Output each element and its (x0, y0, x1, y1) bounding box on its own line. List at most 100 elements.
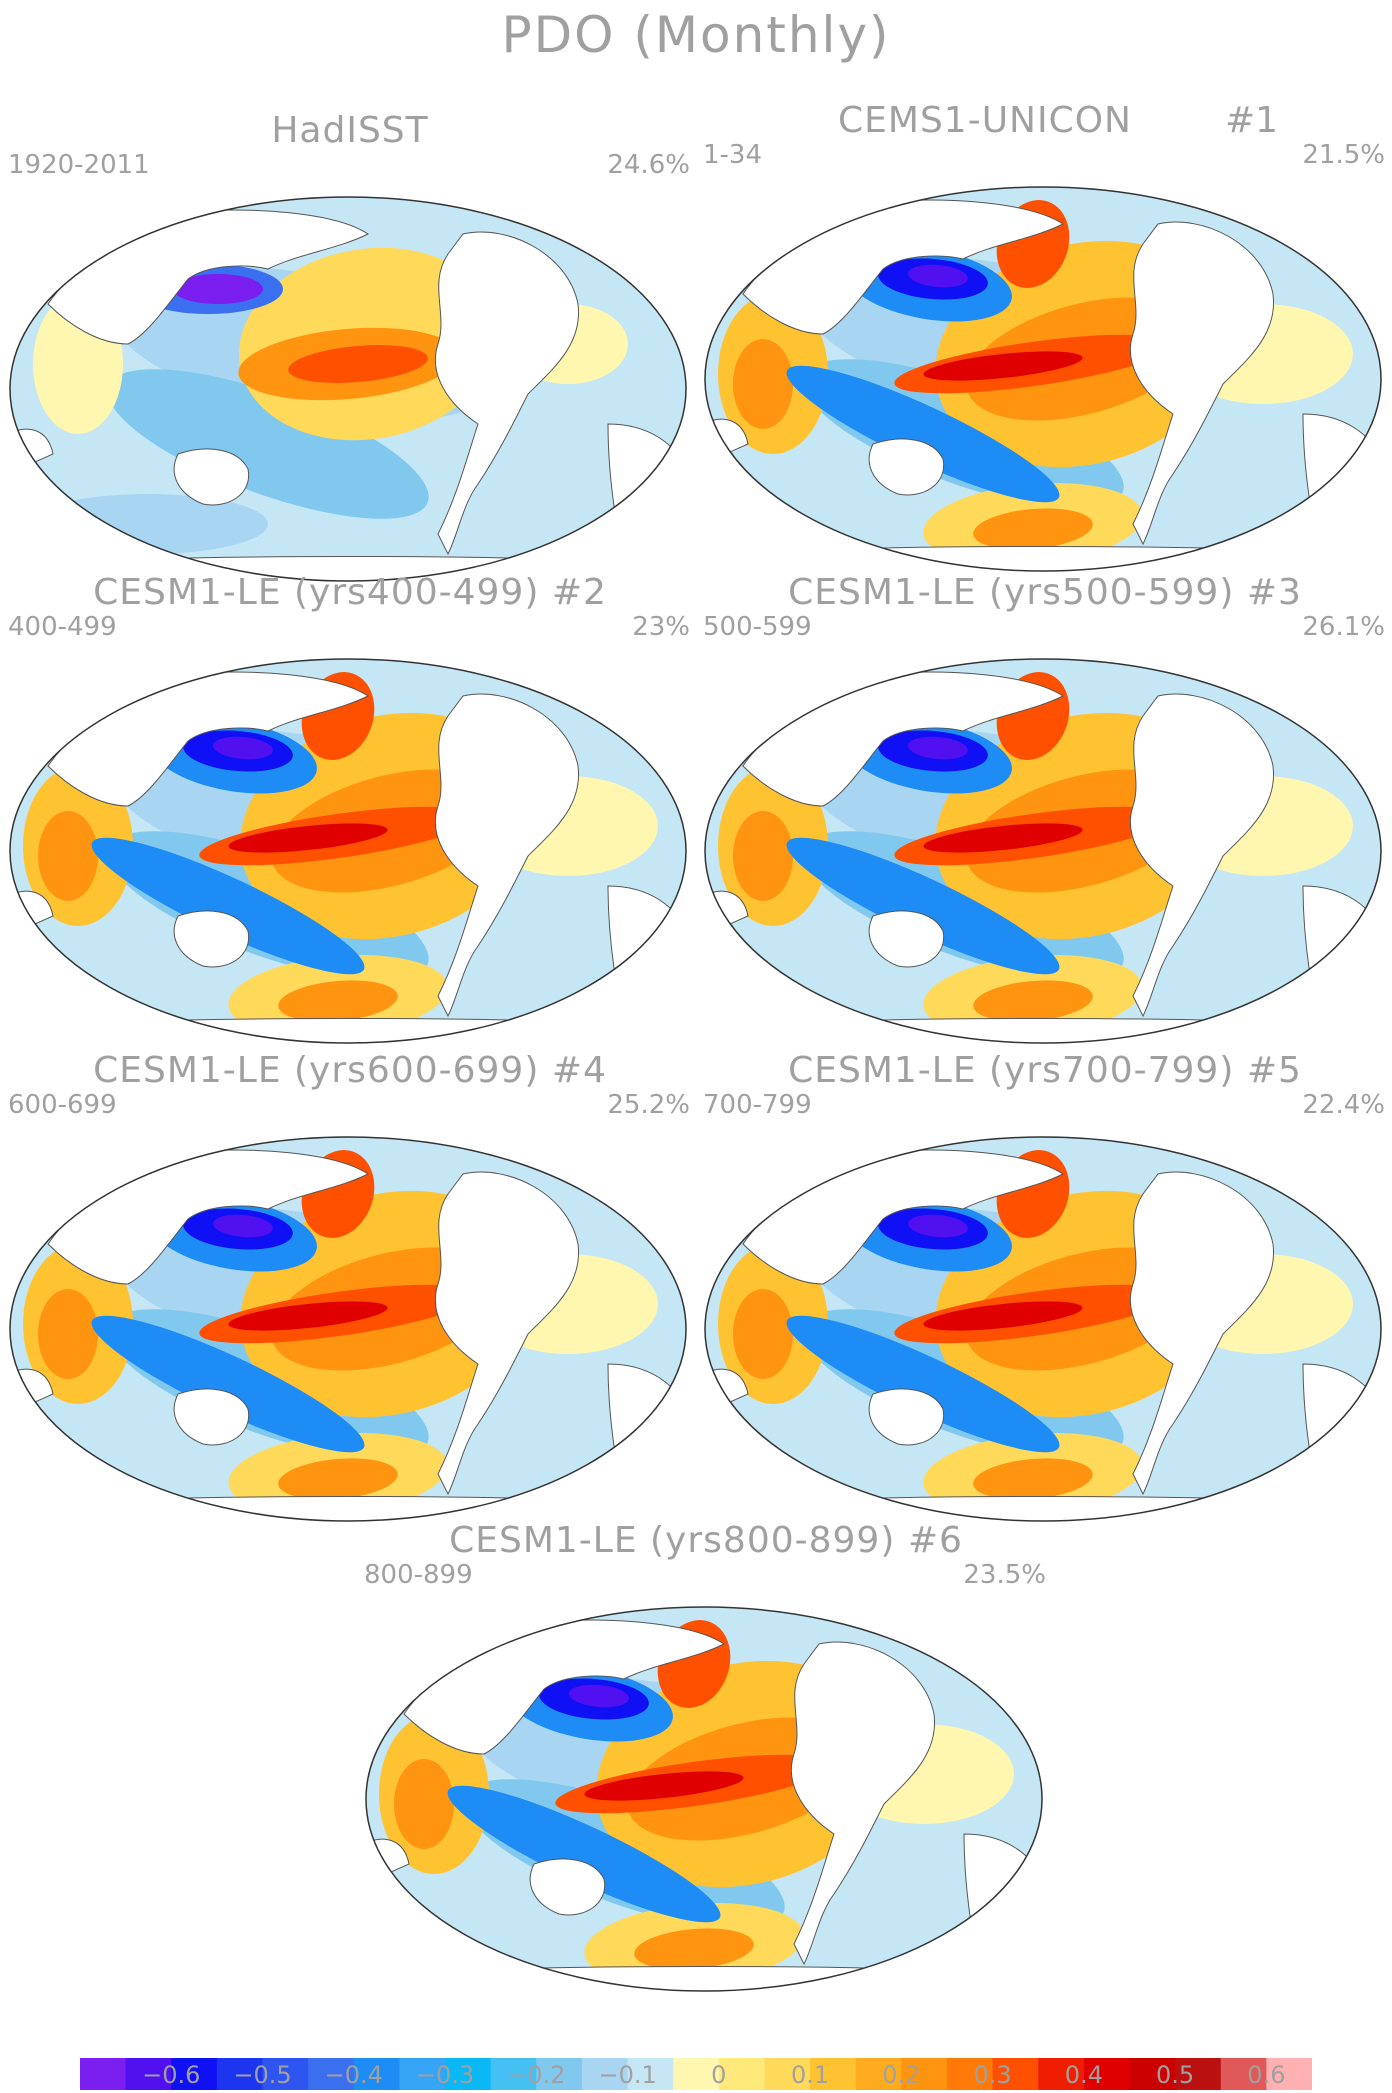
australia-landmass (868, 910, 945, 968)
colorbar-tick-label: 0.1 (791, 2061, 830, 2089)
colorbar-swatch (946, 2058, 994, 2090)
colorbar-swatch (1038, 2058, 1085, 2090)
explained-variance: 23% (632, 612, 690, 642)
australia-landmass (173, 1388, 250, 1446)
globe-outline (704, 658, 1382, 1044)
colorbar-swatch (855, 2058, 902, 2090)
colorbar-swatch (445, 2058, 492, 2090)
antarctica-landmass (705, 546, 1381, 571)
panel-title: CESM1-LE (yrs800-899) #6 (449, 1520, 963, 1561)
south-pacific-cold-band (91, 837, 365, 975)
south-pacific-cold-band (91, 1315, 365, 1453)
africa-landmass (1302, 1363, 1381, 1521)
globe-map (9, 1136, 687, 1522)
antarctica-landmass (366, 1966, 1042, 1991)
australia-landmass (868, 1388, 945, 1446)
globe-map (9, 196, 687, 582)
americas-landmass (1129, 693, 1275, 1018)
explained-variance: 23.5% (963, 1560, 1046, 1590)
americas-landmass (434, 693, 580, 1018)
australia-landmass (529, 1858, 606, 1916)
antarctica-landmass (705, 1018, 1381, 1043)
colorbar-swatch (718, 2058, 765, 2090)
colorbar-tick-label: −0.2 (507, 2061, 566, 2089)
globe-map (9, 658, 687, 1044)
americas-landmass (434, 1171, 580, 1496)
kuroshio-cold-core (908, 1214, 968, 1238)
year-range: 500-599 (703, 612, 812, 642)
anomaly-region (733, 1289, 793, 1379)
south-pacific-cold-band (786, 837, 1060, 975)
explained-variance: 24.6% (607, 150, 690, 180)
anomaly-region (278, 980, 398, 1022)
colorbar-tick-label: 0.3 (973, 2061, 1012, 2089)
map-panel: CESM1-LE (yrs800-899) #6 800-899 23.5% (356, 1520, 1056, 2025)
colorbar-swatch (125, 2058, 172, 2090)
colorbar-swatch (536, 2058, 583, 2090)
africa-landmass (1302, 885, 1381, 1043)
anomaly-region (973, 1458, 1093, 1500)
map-panel: HadISST 1920-2011 24.6% (0, 110, 700, 615)
anomaly-region (733, 339, 793, 429)
globe-map (704, 658, 1382, 1044)
colorbar-swatch (1266, 2058, 1312, 2090)
globe-map (365, 1606, 1043, 1992)
australia-landmass (173, 910, 250, 968)
globe-outline (704, 1136, 1382, 1522)
americas-landmass (1129, 1171, 1275, 1496)
colorbar-swatch (171, 2058, 218, 2090)
tropical-pacific-core (228, 1301, 388, 1331)
colorbar-swatch (627, 2058, 674, 2090)
year-range: 800-899 (364, 1560, 473, 1590)
colorbar-swatch (1083, 2058, 1130, 2090)
panel-title: CESM1-LE (yrs400-499) #2 (93, 572, 607, 613)
africa-landmass (607, 1363, 686, 1521)
kuroshio-cold-core (908, 736, 968, 760)
globe-outline (9, 196, 687, 582)
map-panel: CESM1-LE (yrs400-499) #2 400-499 23% (0, 572, 700, 1077)
map-panel: CESM1-LE (yrs500-599) #3 500-599 26.1% (695, 572, 1392, 1077)
antarctica-landmass (10, 1018, 686, 1043)
africa-landmass (1302, 413, 1381, 571)
colorbar-swatch (490, 2058, 537, 2090)
year-range: 1-34 (703, 140, 763, 170)
panel-number: #1 (1225, 100, 1279, 141)
colorbar-swatch (216, 2058, 264, 2090)
colorbar-tick-label: 0 (711, 2061, 727, 2089)
map-panel: CEMS1-UNICON #1 1-34 21.5% (695, 100, 1392, 605)
year-range: 1920-2011 (8, 150, 150, 180)
colorbar-swatch (262, 2058, 309, 2090)
australia-landmass (173, 448, 250, 506)
anomaly-region (973, 980, 1093, 1022)
map-panel: CESM1-LE (yrs700-799) #5 700-799 22.4% (695, 1050, 1392, 1555)
globe-map (704, 1136, 1382, 1522)
colorbar (80, 2058, 1312, 2090)
panel-title: CESM1-LE (yrs500-599) #3 (788, 572, 1302, 613)
kuroshio-cold-core (213, 1214, 273, 1238)
anomaly-region (278, 1458, 398, 1500)
colorbar-tick-label: 0.5 (1156, 2061, 1195, 2089)
anomaly-region (733, 811, 793, 901)
globe-map (704, 186, 1382, 572)
explained-variance: 21.5% (1302, 140, 1385, 170)
africa-landmass (607, 423, 686, 581)
anomaly-region (28, 494, 268, 554)
anomaly-region (634, 1928, 754, 1970)
americas-landmass (434, 231, 580, 556)
tropical-pacific-core (923, 1301, 1083, 1331)
colorbar-tick-label: −0.6 (142, 2061, 201, 2089)
colorbar-swatch (992, 2058, 1039, 2090)
kuroshio-cold-core (908, 264, 968, 288)
panel-title: CESM1-LE (yrs700-799) #5 (788, 1050, 1302, 1091)
colorbar-tick-label: −0.4 (324, 2061, 383, 2089)
colorbar-tick-label: 0.4 (1064, 2061, 1103, 2089)
colorbar-swatch (810, 2058, 857, 2090)
colorbar-swatch (673, 2058, 720, 2090)
kuroshio-cold-core (173, 274, 263, 304)
explained-variance: 22.4% (1302, 1090, 1385, 1120)
anomaly-region (38, 1289, 98, 1379)
year-range: 700-799 (703, 1090, 812, 1120)
globe-outline (704, 186, 1382, 572)
anomaly-region (38, 811, 98, 901)
colorbar-swatch (1129, 2058, 1176, 2090)
